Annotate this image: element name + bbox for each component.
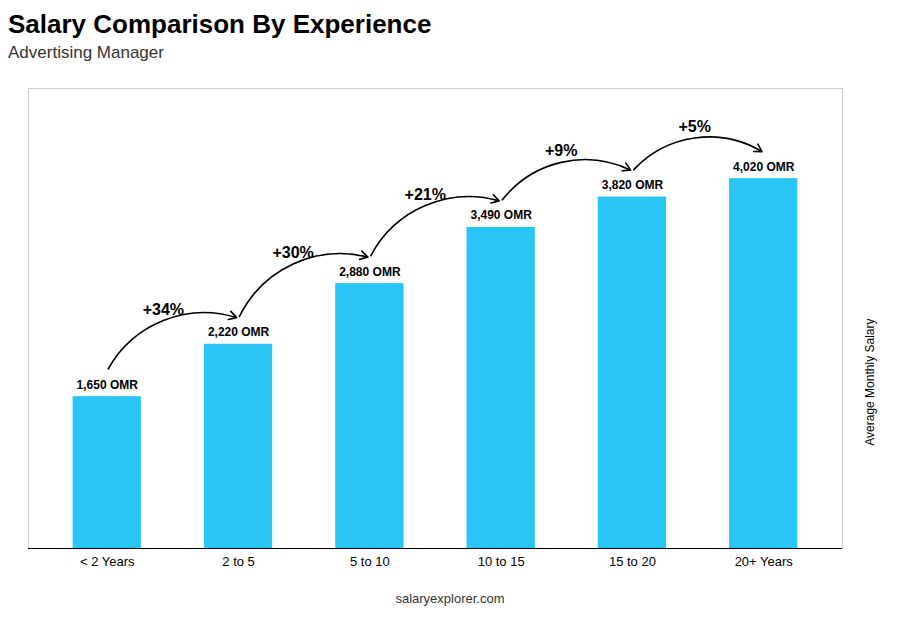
svg-text:20+ Years: 20+ Years xyxy=(735,554,794,569)
svg-text:Average Monthly Salary: Average Monthly Salary xyxy=(863,319,877,446)
svg-text:+9%: +9% xyxy=(545,142,577,159)
svg-text:< 2 Years: < 2 Years xyxy=(80,554,135,569)
svg-text:15 to 20: 15 to 20 xyxy=(609,554,656,569)
svg-text:4,020 OMR: 4,020 OMR xyxy=(733,160,795,174)
svg-text:2,220 OMR: 2,220 OMR xyxy=(208,325,270,339)
svg-text:1,650 OMR: 1,650 OMR xyxy=(77,378,139,392)
svg-text:2 to 5: 2 to 5 xyxy=(222,554,255,569)
html-text:Salary Comparison By Experienc: Salary Comparison By Experience xyxy=(8,9,432,39)
svg-text:10 to 15: 10 to 15 xyxy=(478,554,525,569)
svg-text:+5%: +5% xyxy=(678,118,710,135)
svg-text:2,880 OMR: 2,880 OMR xyxy=(339,265,401,279)
svg-text:+34%: +34% xyxy=(143,301,184,318)
html-text:Advertising Manager: Advertising Manager xyxy=(8,43,164,62)
svg-text:+21%: +21% xyxy=(405,186,446,203)
svg-text:+30%: +30% xyxy=(272,244,313,261)
svg-text:3,490 OMR: 3,490 OMR xyxy=(470,208,532,222)
svg-text:3,820 OMR: 3,820 OMR xyxy=(602,178,664,192)
svg-text:5 to 10: 5 to 10 xyxy=(350,554,390,569)
html-text:salaryexplorer.com: salaryexplorer.com xyxy=(395,591,505,606)
